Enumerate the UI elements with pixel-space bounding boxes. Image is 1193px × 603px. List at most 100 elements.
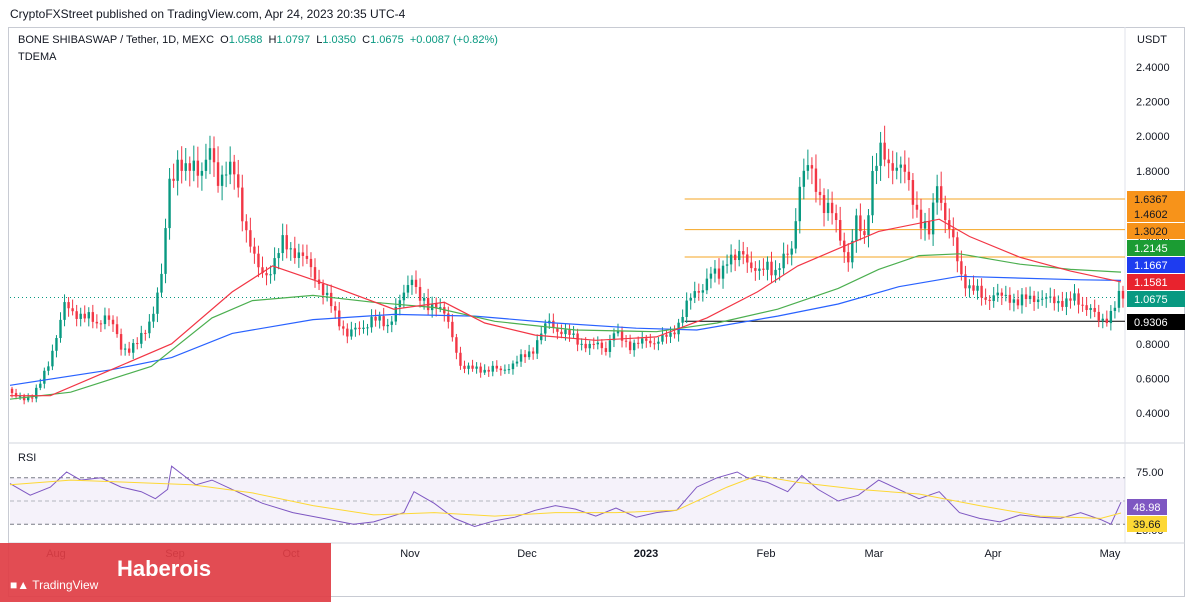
candle-body <box>334 306 337 311</box>
candle-body <box>285 235 288 250</box>
candle-body <box>204 159 208 171</box>
price-tag-last <box>1127 291 1185 307</box>
candle-body <box>156 292 159 314</box>
candle-body <box>798 186 801 222</box>
candle-body <box>503 369 507 371</box>
candle-body <box>325 292 329 296</box>
rsi-tick-label: 75.00 <box>1136 467 1164 479</box>
candle-body <box>305 255 309 259</box>
candle-body <box>705 278 709 291</box>
candle-body <box>657 341 660 344</box>
candle-body <box>75 311 78 319</box>
candle-body <box>754 268 757 271</box>
candle-body <box>1081 304 1084 306</box>
candle-body <box>968 285 971 289</box>
candle-body <box>55 338 58 351</box>
price-tag-label: 1.1581 <box>1134 277 1168 289</box>
candle-body <box>766 261 769 270</box>
x-tick-label: Dec <box>517 548 537 560</box>
candle-body <box>1004 294 1008 296</box>
candle-body <box>418 286 422 301</box>
close-label: C <box>362 34 371 46</box>
candle-body <box>39 383 42 388</box>
x-tick-label: May <box>1100 548 1121 560</box>
candle-body <box>31 397 34 399</box>
rsi-value-label: 39.66 <box>1133 519 1161 531</box>
candle-body <box>685 300 688 317</box>
candle-body <box>733 254 737 261</box>
candle-body <box>737 251 741 261</box>
candle-body <box>1061 300 1064 307</box>
candle-body <box>536 340 539 354</box>
y-tick-label: 2.0000 <box>1136 131 1170 143</box>
candle-body <box>289 248 292 250</box>
candle-body <box>729 254 733 265</box>
symbol-title: BONE SHIBASWAP / Tether, 1D, MEXC <box>18 34 215 46</box>
candle-body <box>883 142 886 160</box>
candle-body <box>669 332 672 337</box>
candle-body <box>406 285 410 293</box>
candle-body <box>95 321 99 324</box>
candle-body <box>527 351 531 358</box>
price-tag-ema_fast <box>1127 274 1185 290</box>
candle-body <box>366 327 369 329</box>
x-tick-label: Mar <box>865 548 884 560</box>
candle-body <box>487 369 490 372</box>
candle-body <box>540 333 543 341</box>
candle-body <box>818 191 822 196</box>
candle-body <box>887 159 890 164</box>
candle-body <box>531 351 535 354</box>
candle-body <box>1121 290 1125 299</box>
candle-body <box>132 343 135 353</box>
candle-body <box>51 350 54 367</box>
candle-body <box>713 268 717 274</box>
candle-body <box>22 396 26 401</box>
candle-body <box>208 148 212 160</box>
candle-body <box>245 221 248 231</box>
candle-body <box>378 316 381 321</box>
candle-body <box>636 342 640 344</box>
candle-body <box>216 162 220 186</box>
candle-body <box>830 202 834 214</box>
price-tag-level <box>1127 223 1185 239</box>
candle-body <box>390 321 393 325</box>
rsi-value-label: 48.98 <box>1133 502 1161 514</box>
candle-body <box>1020 294 1024 306</box>
candle-body <box>354 327 357 330</box>
price-tag-label: 1.4602 <box>1134 209 1168 221</box>
high-label: H <box>268 34 277 46</box>
y-tick-label: 0.6000 <box>1136 373 1170 385</box>
candle-body <box>847 252 850 263</box>
candle-body <box>164 228 167 274</box>
change-value: +0.0087 (+0.82%) <box>409 34 498 46</box>
open-value: 1.0588 <box>228 34 263 46</box>
candle-body <box>119 334 123 350</box>
candle-body <box>641 338 644 344</box>
candle-body <box>996 292 999 296</box>
candle-body <box>956 237 959 262</box>
candle-body <box>939 186 943 203</box>
candle-body <box>212 148 216 163</box>
candle-body <box>681 316 684 323</box>
candle-body <box>616 331 620 334</box>
candle-body <box>281 235 284 254</box>
low-label: L <box>316 34 323 46</box>
candle-body <box>770 261 773 276</box>
candle-body <box>1040 298 1044 300</box>
candle-body <box>1117 290 1121 308</box>
candle-body <box>253 246 256 254</box>
candle-body <box>523 354 527 358</box>
price-tag-level <box>1127 206 1185 222</box>
tradingview-logo-text: TradingView <box>32 578 99 592</box>
close-value: 1.0675 <box>370 34 404 46</box>
candle-body <box>67 302 70 309</box>
candle-body <box>382 316 385 327</box>
candle-body <box>144 332 147 334</box>
candle-body <box>1105 318 1109 324</box>
candle-body <box>689 297 692 301</box>
candle-body <box>665 334 668 337</box>
y-tick-label: 2.2000 <box>1136 97 1170 109</box>
price-tag-label: 1.3020 <box>1134 226 1168 238</box>
candle-body <box>257 253 260 268</box>
